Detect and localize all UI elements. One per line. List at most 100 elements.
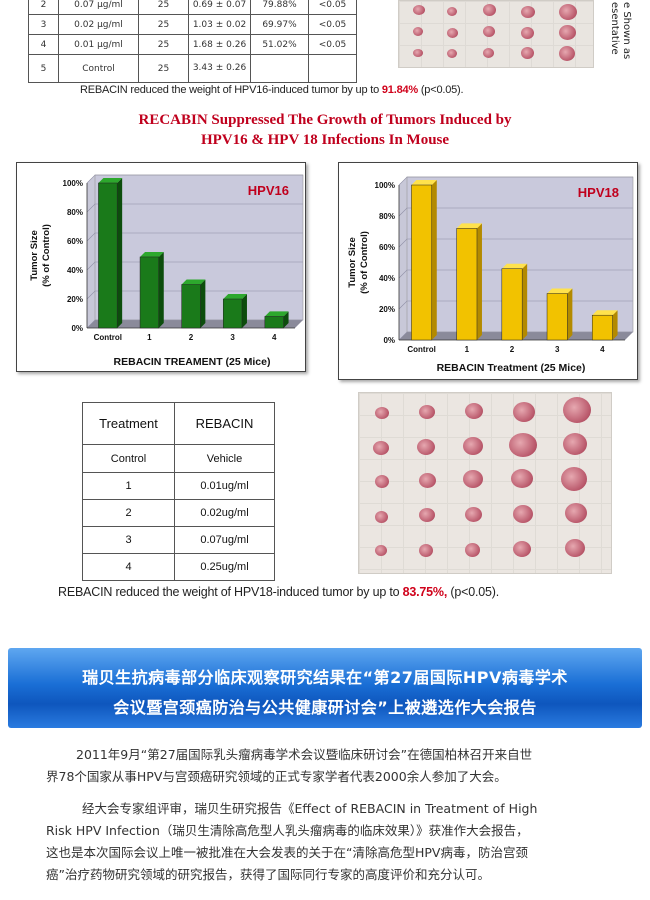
y-tick-label: 100% bbox=[375, 181, 395, 190]
y-tick-label: 40% bbox=[379, 274, 395, 283]
chart-hpv18: 0% 20% 40% 60% 80% 100% Control 1 2 3 4 HPV18 Tumor … bbox=[338, 162, 638, 380]
cell-no: 4 bbox=[28, 34, 59, 55]
bar-side bbox=[283, 311, 289, 328]
y-tick-label: 80% bbox=[379, 212, 395, 221]
cell-inhibit: 79.88% bbox=[250, 0, 309, 15]
bar bbox=[591, 314, 613, 341]
y-axis-label: Tumor Size bbox=[347, 237, 358, 288]
caption-text: REBACIN reduced the weight of HPV18-indu… bbox=[58, 585, 403, 599]
bar-side bbox=[431, 180, 437, 340]
bar-top bbox=[181, 279, 206, 285]
y-tick-label: 20% bbox=[379, 305, 395, 314]
table-row: Control Vehicle bbox=[82, 444, 275, 473]
x-tick-label: 2 bbox=[510, 345, 515, 354]
caption-hpv16: REBACIN reduced the weight of HPV16-indu… bbox=[80, 84, 464, 96]
y-tick-label: 0% bbox=[383, 336, 395, 345]
bar bbox=[456, 228, 478, 341]
table-row: 1 0.01ug/ml bbox=[82, 472, 275, 500]
cell-dose: 0.02 μg/ml bbox=[58, 14, 139, 35]
bar bbox=[139, 256, 160, 329]
x-tick-label: Control bbox=[94, 333, 122, 342]
table-row: 2 0.07 μg/ml 25 0.69 ± 0.07 79.88% <0.05 bbox=[28, 0, 357, 15]
x-tick-label: 4 bbox=[600, 345, 605, 354]
bar bbox=[264, 316, 284, 329]
bar-side bbox=[158, 251, 164, 328]
bar-top bbox=[547, 288, 573, 294]
x-tick-label: 1 bbox=[465, 345, 470, 354]
header-rebacin: REBACIN bbox=[174, 402, 275, 445]
x-tick-label: 4 bbox=[272, 333, 277, 342]
bar-side bbox=[117, 178, 123, 328]
para-line: 2011年9月“第27届国际乳头瘤病毒学术会议暨临床研讨会”在德国柏林召开来自世 bbox=[76, 747, 533, 762]
cell-weight: 1.68 ± 0.26 bbox=[188, 34, 251, 55]
caption-tail: (p<0.05). bbox=[417, 84, 464, 96]
cell-mice: 25 bbox=[138, 54, 189, 83]
cell-treatment: 4 bbox=[82, 553, 175, 581]
cell-dose: 0.02ug/ml bbox=[174, 499, 275, 527]
bar bbox=[222, 298, 243, 329]
caption-tail: (p<0.05). bbox=[447, 585, 499, 599]
bar-top bbox=[456, 223, 482, 229]
bar-top bbox=[223, 294, 247, 299]
cell-weight: 1.03 ± 0.02 bbox=[188, 14, 251, 35]
section-heading: RECABIN Suppressed The Growth of Tumors … bbox=[0, 110, 650, 150]
bar bbox=[501, 268, 523, 341]
caption-text: REBACIN reduced the weight of HPV16-indu… bbox=[80, 84, 382, 96]
cell-dose: Control bbox=[58, 54, 139, 83]
table-row: 3 0.07ug/ml bbox=[82, 526, 275, 554]
gridline bbox=[86, 290, 303, 300]
x-axis-label: REBACIN TREAMENT (25 Mice) bbox=[114, 356, 271, 368]
cell-treatment: Control bbox=[82, 444, 175, 473]
cell-p: <0.05 bbox=[308, 0, 357, 15]
cell-weight: 0.69 ± 0.07 bbox=[188, 0, 251, 15]
cell-p: <0.05 bbox=[308, 14, 357, 35]
gridline bbox=[86, 174, 303, 184]
cell-mice: 25 bbox=[138, 0, 189, 15]
cell-dose: Vehicle bbox=[174, 444, 275, 473]
y-tick-label: 60% bbox=[379, 243, 395, 252]
cell-weight: 3.43 ± 0.26 bbox=[188, 54, 251, 83]
y-tick-label: 100% bbox=[63, 179, 83, 188]
rotated-note: e Shown as esentative bbox=[609, 2, 632, 60]
cell-no: 2 bbox=[28, 0, 59, 15]
bar bbox=[181, 284, 201, 329]
table-header-row: Treatment REBACIN bbox=[82, 402, 275, 445]
bar-side bbox=[241, 294, 247, 328]
x-axis-label: REBACIN Treatment (25 Mice) bbox=[437, 362, 586, 374]
table-row: 5 Control 25 3.43 ± 0.26 bbox=[28, 54, 357, 83]
x-tick-label: 2 bbox=[189, 333, 194, 342]
cell-mice: 25 bbox=[138, 34, 189, 55]
cell-dose: 0.25ug/ml bbox=[174, 553, 275, 581]
paragraph-1: 2011年9月“第27届国际乳头瘤病毒学术会议暨临床研讨会”在德国柏林召开来自世… bbox=[46, 744, 612, 788]
bar-top bbox=[264, 311, 289, 317]
y-tick-label: 80% bbox=[67, 208, 83, 217]
bar-top bbox=[98, 178, 123, 183]
gridline bbox=[398, 238, 633, 248]
gridline bbox=[86, 232, 303, 242]
header-treatment: Treatment bbox=[82, 402, 175, 445]
heading-line1: RECABIN Suppressed The Growth of Tumors … bbox=[138, 112, 512, 128]
cell-p: <0.05 bbox=[308, 34, 357, 55]
table-row: 4 0.25ug/ml bbox=[82, 553, 275, 581]
y-axis-label: (% of Control) bbox=[41, 224, 52, 287]
bar-side bbox=[522, 263, 528, 340]
bar-top bbox=[411, 180, 437, 185]
heading-line2: HPV16 & HPV 18 Infections In Mouse bbox=[200, 132, 450, 148]
table-row: 3 0.02 μg/ml 25 1.03 ± 0.02 69.97% <0.05 bbox=[28, 14, 357, 35]
bar bbox=[411, 184, 433, 341]
y-tick-label: 40% bbox=[67, 266, 83, 275]
caption-hpv18: REBACIN reduced the weight of HPV18-indu… bbox=[58, 585, 499, 599]
x-tick-label: 1 bbox=[147, 333, 152, 342]
gridline bbox=[398, 207, 633, 217]
cell-dose: 0.07ug/ml bbox=[174, 526, 275, 554]
bar-side bbox=[567, 288, 573, 340]
cell-no: 3 bbox=[28, 14, 59, 35]
chart-hpv16: 0% 20% 40% 60% 80% 100% Control 1 2 3 4 HPV16 Tumor … bbox=[16, 162, 306, 372]
gridline bbox=[398, 176, 633, 186]
chart-title: HPV16 bbox=[248, 183, 289, 198]
cell-dose: 0.07 μg/ml bbox=[58, 0, 139, 15]
para-line: 经大会专家组评审，瑞贝生研究报告《Effect of REBACIN in Tr… bbox=[82, 801, 538, 816]
x-tick-label: 3 bbox=[555, 345, 560, 354]
dose-result-table: 2 0.07 μg/ml 25 0.69 ± 0.07 79.88% <0.05… bbox=[28, 0, 357, 83]
cell-no: 5 bbox=[28, 54, 59, 83]
